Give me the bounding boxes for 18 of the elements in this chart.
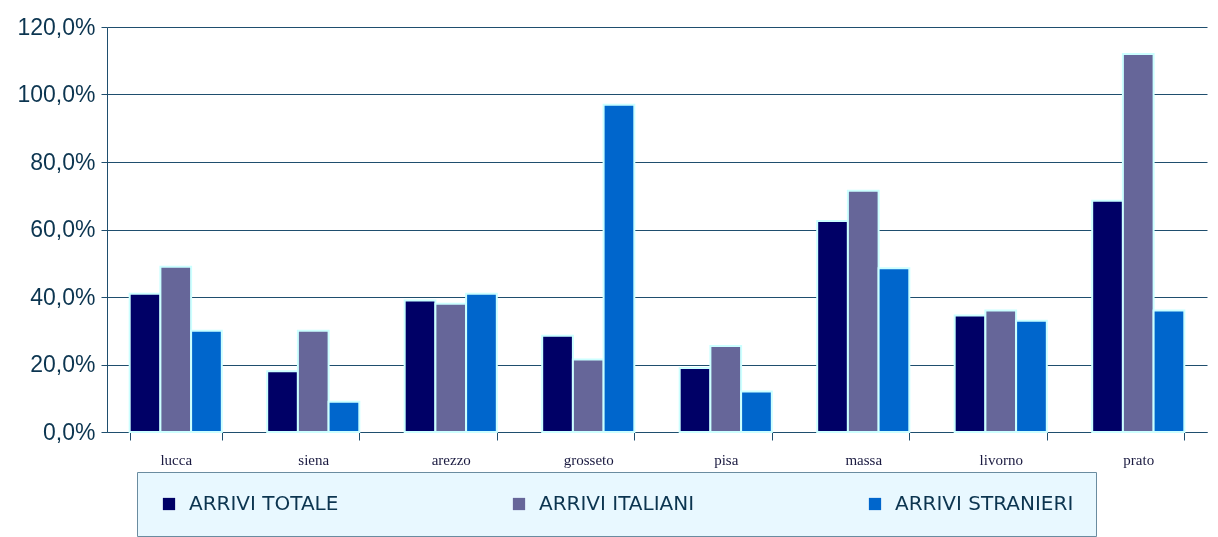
x-tick-label: siena [298, 451, 330, 468]
y-tick-label: 20,0% [30, 351, 96, 377]
legend-label: ARRIVI ITALIANI [539, 491, 695, 515]
x-tick-label: grosseto [563, 451, 614, 468]
y-tick-label: 40,0% [30, 283, 96, 310]
x-tick-label: prato [1123, 451, 1155, 468]
y-tick-label: 60,0% [30, 216, 96, 242]
y-tick-label: 0,0% [43, 418, 96, 445]
y-tick-label: 120,0% [17, 13, 96, 40]
legend-label: ARRIVI TOTALE [189, 491, 339, 515]
y-tick-label: 80,0% [30, 148, 96, 175]
x-tick-label: arezzo [431, 451, 471, 468]
x-tick-label: massa [845, 451, 883, 468]
x-tick-label: livorno [979, 451, 1023, 468]
x-tick-label: pisa [714, 451, 739, 468]
legend-label: ARRIVI STRANIERI [895, 491, 1074, 515]
y-tick-label: 100,0% [17, 81, 96, 107]
x-tick-label: lucca [160, 451, 193, 468]
